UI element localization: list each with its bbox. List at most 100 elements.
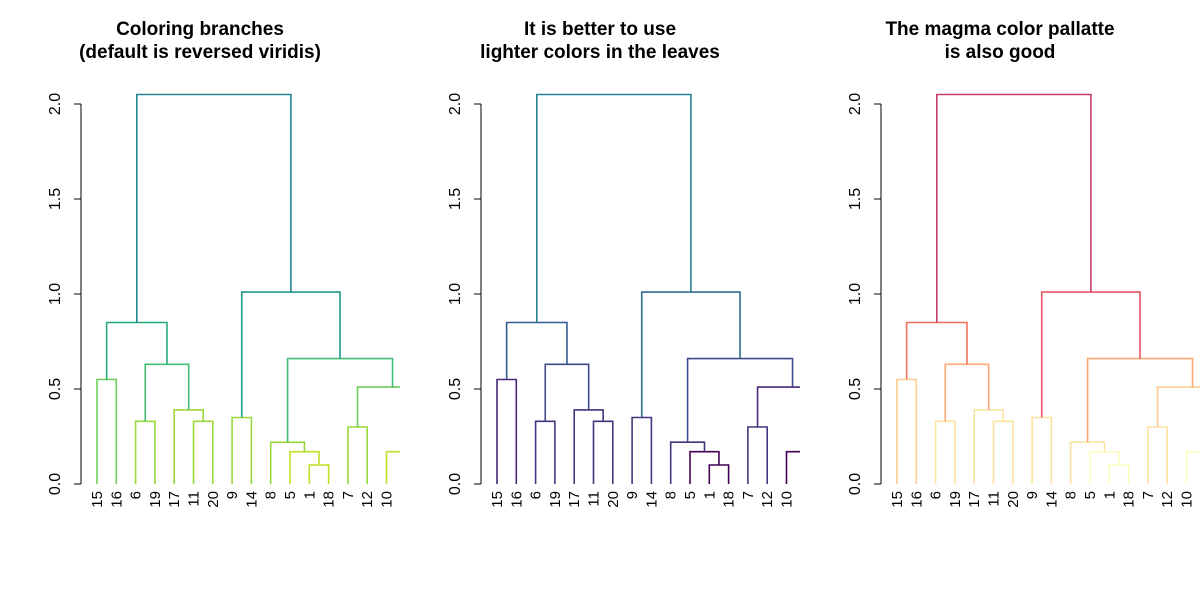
- dendrogram-branch: [96, 378, 118, 484]
- leaf-label: 5: [282, 491, 299, 499]
- y-tick-label: 2.0: [447, 93, 464, 115]
- leaf-label: 19: [147, 491, 164, 508]
- dendrogram-plot: 0.0 0.5 1.0 1.5 2.0 15 16 6 19 17 11 20 9 14 8 5 1 18 7 12 1…: [847, 93, 1200, 508]
- leaf-label: 1: [301, 491, 318, 499]
- leaf-label: 6: [928, 491, 945, 499]
- dendrogram-branch: [496, 378, 518, 484]
- dendrogram-branch: [240, 291, 341, 418]
- y-tick-label: 0.0: [447, 473, 464, 495]
- dendrogram-branch: [192, 420, 214, 484]
- leaf-label: 15: [489, 491, 506, 508]
- leaf-label: 15: [89, 491, 106, 508]
- leaf-label: 18: [1121, 491, 1138, 508]
- dendrogram-branch: [896, 378, 918, 484]
- dendrogram-branch: [708, 464, 730, 484]
- dendrogram-branch: [536, 93, 692, 323]
- dendrogram-branch: [689, 450, 720, 484]
- leaf-label: 9: [224, 491, 241, 499]
- y-tick-label: 1.5: [47, 188, 64, 210]
- leaf-label: 5: [1082, 491, 1099, 499]
- leaf-label: 8: [1063, 491, 1080, 499]
- leaf-label: 2: [1198, 491, 1200, 499]
- chart-title-line: It is better to use: [523, 19, 677, 40]
- dendrogram-branch: [944, 363, 990, 422]
- dendrogram-branch: [231, 416, 253, 484]
- dendrogram-branch: [289, 450, 320, 484]
- dendrogram-branch: [136, 93, 292, 323]
- chart-title-line: The magma color pallatte: [885, 19, 1115, 40]
- leaf-label: 12: [1159, 491, 1176, 508]
- dendrogram-branch: [992, 420, 1014, 484]
- leaf-label: 1: [1101, 491, 1118, 499]
- y-tick-label: 0.5: [47, 378, 64, 400]
- leaf-label: 19: [547, 491, 564, 508]
- leaf-label: 18: [321, 491, 338, 508]
- leaf-label: 11: [986, 491, 1003, 507]
- leaf-label: 20: [605, 491, 622, 508]
- chart-title: The magma color pallatte is also good: [800, 18, 1200, 64]
- chart-panel-3: The magma color pallatte is also good 0.…: [800, 0, 1200, 600]
- dendrogram-branch: [105, 321, 168, 380]
- leaf-label: 19: [947, 491, 964, 508]
- dendrogram-branch: [308, 464, 330, 484]
- leaf-label: 5: [682, 491, 699, 499]
- dendrogram-branch: [1089, 450, 1120, 484]
- chart-title-line: Coloring branches: [116, 19, 284, 40]
- dendrogram-branch: [756, 386, 800, 427]
- dendrogram-branch: [1040, 291, 1141, 418]
- dendrogram-branch: [347, 426, 368, 484]
- y-tick-label: 0.0: [47, 473, 64, 495]
- y-tick-label: 1.0: [447, 283, 464, 305]
- leaf-label: 14: [643, 491, 660, 508]
- y-tick-label: 1.5: [847, 188, 864, 210]
- dendrogram-branch: [544, 363, 590, 422]
- y-tick-label: 2.0: [847, 93, 864, 115]
- leaf-label: 10: [1179, 491, 1196, 508]
- dendrogram-branch: [785, 450, 800, 484]
- leaf-label: 2: [398, 491, 400, 499]
- leaf-label: 10: [379, 491, 396, 508]
- leaf-label: 7: [340, 491, 357, 499]
- dendrogram-branch: [669, 441, 706, 484]
- leaf-label: 20: [1005, 491, 1022, 508]
- leaf-label: 9: [624, 491, 641, 499]
- dendrogram-branch: [936, 93, 1092, 323]
- y-tick-label: 2.0: [47, 93, 64, 115]
- leaf-label: 17: [566, 491, 583, 508]
- leaf-label: 11: [586, 491, 603, 507]
- dendrogram-plot: 0.0 0.5 1.0 1.5 2.0 15 16 6 19 17 11 20 9 14 8 5 1 18 7 12 1…: [47, 93, 400, 508]
- leaf-label: 2: [798, 491, 800, 499]
- dendrogram-branch: [1031, 416, 1053, 484]
- leaf-label: 14: [243, 491, 260, 508]
- dendrogram-branch: [640, 291, 741, 418]
- leaf-label: 12: [759, 491, 776, 508]
- dendrogram-branch: [269, 441, 306, 484]
- leaf-label: 18: [721, 491, 738, 508]
- y-tick-label: 0.5: [447, 378, 464, 400]
- leaf-label: 16: [908, 491, 925, 508]
- dendrogram-branch: [631, 416, 653, 484]
- leaf-label: 1: [701, 491, 718, 499]
- dendrogram-branch: [134, 420, 156, 484]
- leaf-label: 15: [889, 491, 906, 508]
- leaf-label: 12: [359, 491, 376, 508]
- dendrogram-branch: [144, 363, 190, 422]
- leaf-label: 9: [1024, 491, 1041, 499]
- leaf-label: 17: [966, 491, 983, 508]
- chart-title: Coloring branches (default is reversed v…: [0, 18, 400, 64]
- leaf-label: 7: [740, 491, 757, 499]
- dendrogram-branch: [686, 357, 794, 443]
- dendrogram-branch: [286, 357, 394, 443]
- dendrogram-branch: [1108, 464, 1130, 484]
- dendrogram-branch: [385, 450, 400, 484]
- dendrogram-branch: [534, 420, 556, 484]
- dendrogram-branch: [1185, 450, 1200, 484]
- y-tick-label: 0.0: [847, 473, 864, 495]
- y-tick-label: 1.0: [47, 283, 64, 305]
- leaf-label: 6: [128, 491, 145, 499]
- chart-panel-2: It is better to use lighter colors in th…: [400, 0, 800, 600]
- chart-panel-1: Coloring branches (default is reversed v…: [0, 0, 400, 600]
- y-tick-label: 0.5: [847, 378, 864, 400]
- chart-title-line: is also good: [944, 42, 1056, 63]
- dendrogram-branch: [1156, 386, 1200, 427]
